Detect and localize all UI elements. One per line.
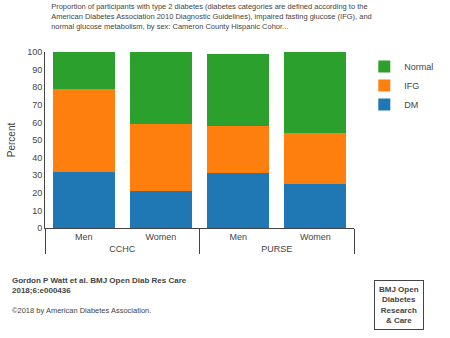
svg-text:Gordon P Watt et al. BMJ Open: Gordon P Watt et al. BMJ Open Diab Res C… [12,276,187,295]
svg-text:Normal: Normal [404,62,433,72]
svg-text:50: 50 [32,135,42,145]
svg-text:©2018 by American Diabetes Ass: ©2018 by American Diabetes Association. [12,306,151,315]
svg-text:Proportion of participants wit: Proportion of participants with type 2 d… [51,2,372,31]
svg-text:70: 70 [32,100,42,110]
svg-text:Women: Women [145,232,176,242]
svg-text:Percent: Percent [6,123,17,158]
svg-text:20: 20 [32,188,42,198]
svg-text:BMJ OpenDiabetesResearch& Care: BMJ OpenDiabetesResearch& Care [379,285,419,325]
svg-text:40: 40 [32,153,42,163]
svg-text:PURSE: PURSE [261,244,292,254]
svg-text:DM: DM [404,100,418,110]
svg-text:Women: Women [300,232,331,242]
svg-text:0: 0 [37,223,42,233]
svg-text:CCHC: CCHC [109,244,135,254]
svg-text:Men: Men [229,232,247,242]
svg-text:10: 10 [32,206,42,216]
svg-text:90: 90 [32,65,42,75]
svg-text:IFG: IFG [404,81,419,91]
svg-text:60: 60 [32,118,42,128]
svg-text:80: 80 [32,82,42,92]
svg-text:Men: Men [75,232,93,242]
svg-text:30: 30 [32,170,42,180]
svg-text:100: 100 [27,47,42,57]
